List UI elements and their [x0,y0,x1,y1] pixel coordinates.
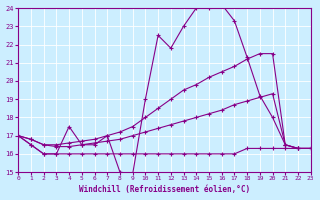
X-axis label: Windchill (Refroidissement éolien,°C): Windchill (Refroidissement éolien,°C) [79,185,250,194]
